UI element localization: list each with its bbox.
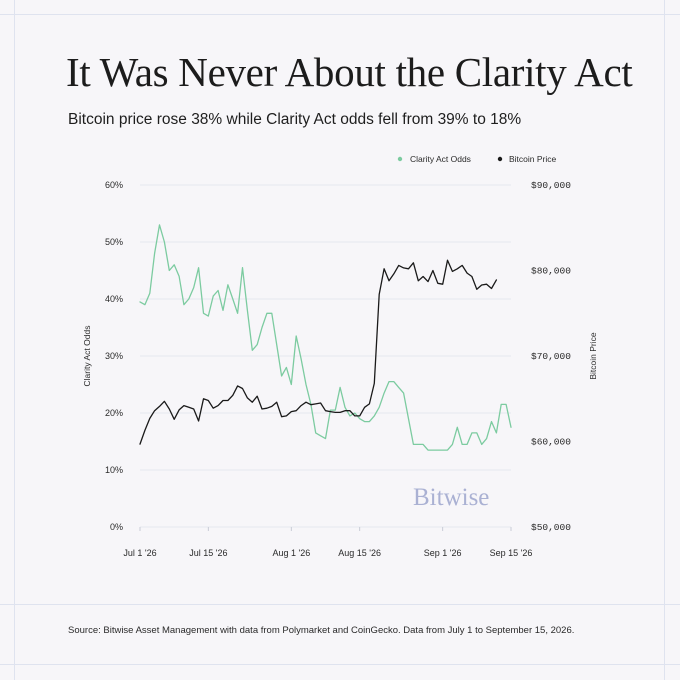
- source-note: Source: Bitwise Asset Management with da…: [68, 625, 575, 636]
- y-left-axis-title: Clarity Act Odds: [82, 326, 92, 387]
- frame-line-top: [0, 14, 680, 15]
- watermark-logo: Bitwise: [413, 484, 489, 511]
- y-left-tick-label: 60%: [105, 180, 123, 190]
- y-left-tick-label: 50%: [105, 237, 123, 247]
- x-tick-label: Sep 15 '26: [490, 548, 533, 558]
- grid-layer: [140, 184, 511, 528]
- x-tick-label: Jul 1 '26: [123, 548, 156, 558]
- y-left-tick-label: 20%: [105, 408, 123, 418]
- frame-line-right: [664, 0, 665, 680]
- y-right-tick-label: $50,000: [531, 522, 571, 533]
- chart-subtitle: Bitcoin price rose 38% while Clarity Act…: [68, 111, 522, 128]
- frame-line-footer: [0, 604, 680, 605]
- y-right-axis-title: Bitcoin Price: [588, 332, 598, 380]
- x-tick-label: Sep 1 '26: [424, 548, 462, 558]
- y-right-tick-label: $80,000: [531, 266, 571, 277]
- y-left-tick-label: 40%: [105, 294, 123, 304]
- x-tick-label: Aug 1 '26: [272, 548, 310, 558]
- x-tick-label: Jul 15 '26: [189, 548, 227, 558]
- y-left-tick-label: 10%: [105, 465, 123, 475]
- axis-layer: 0% 10% 20% 30% 40% 50% 60% $50,000 $60,000 $70,00…: [82, 180, 598, 558]
- chart-svg: Bitwise 0% 10% 20% 30% 40% 50% 60% $50,000 $60,0…: [82, 154, 598, 558]
- frame-line-bottom: [0, 664, 680, 665]
- legend-price-label: Bitcoin Price: [509, 154, 557, 164]
- y-left-tick-label: 0%: [110, 522, 123, 532]
- frame-line-left: [14, 0, 15, 680]
- y-left-tick-label: 30%: [105, 351, 123, 361]
- legend-odds-label: Clarity Act Odds: [410, 154, 471, 164]
- price-series-line: [139, 259, 498, 445]
- series-layer: [139, 224, 512, 451]
- legend: Clarity Act Odds Bitcoin Price: [397, 154, 557, 164]
- odds-series-line: [139, 224, 512, 451]
- chart-title: It Was Never About the Clarity Act: [66, 49, 633, 95]
- legend-price-marker: [497, 156, 503, 162]
- x-tick-label: Aug 15 '26: [338, 548, 381, 558]
- y-right-tick-label: $90,000: [531, 180, 571, 191]
- legend-odds-marker: [397, 156, 403, 162]
- y-right-tick-label: $70,000: [531, 351, 571, 362]
- y-right-tick-label: $60,000: [531, 437, 571, 448]
